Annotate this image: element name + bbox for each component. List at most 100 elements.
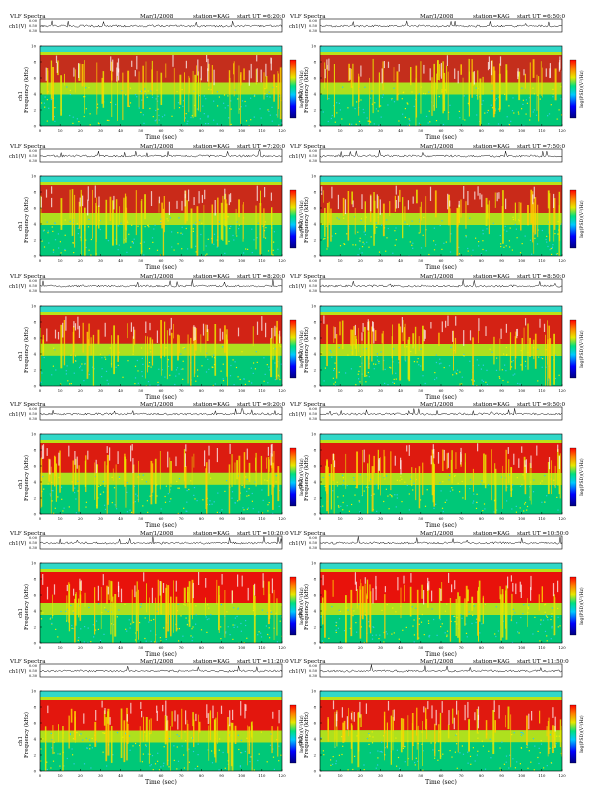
voltage-tick-label: 0.00 [29,664,38,668]
y-tick-label: 2 [34,496,37,501]
y-tick-label: 8 [34,577,37,582]
x-tick-label: 110 [258,773,266,778]
x-tick-label: 20 [78,128,83,133]
x-tick-label: 70 [179,645,184,650]
x-tick-label: 50 [418,388,423,393]
x-tick-label: 50 [418,128,423,133]
spectrogram-image [320,691,562,771]
x-tick-label: 90 [219,388,224,393]
x-tick-label: 40 [398,128,403,133]
x-tick-label: 20 [78,258,83,263]
x-axis-label: Time (sec) [425,394,457,401]
panel-header-station: station=KAG [473,274,510,280]
y-tick-label: 6 [314,464,317,469]
x-tick-label: 120 [278,773,286,778]
x-tick-label: 100 [518,773,526,778]
voltage-axis-label: ch1(V) [9,283,26,290]
voltage-trace-frame [319,406,563,421]
x-tick-label: 80 [199,388,204,393]
x-tick-label: 70 [179,128,184,133]
frequency-axis-label-ch: ch1 [18,608,24,618]
x-tick-label: 30 [378,258,383,263]
y-tick-label: 2 [314,753,317,758]
x-tick-label: 10 [338,773,343,778]
panel-header-date: Mar/1/2008 [140,659,174,665]
voltage-tick-label: 0.50 [309,669,318,673]
x-tick-label: 60 [159,773,164,778]
y-tick-label: 0 [314,124,317,129]
panel-header-start-time: start UT =11:50:0 [517,659,569,665]
x-tick-label: 60 [159,516,164,521]
voltage-tick-label: 0.50 [309,24,318,28]
voltage-tick-label: 0.50 [309,154,318,158]
spectrogram-image [320,176,562,256]
y-tick-label: 0 [314,641,317,646]
voltage-axis-label: ch1(V) [9,540,26,547]
voltage-tick-label: 0.00 [29,279,38,283]
x-tick-label: 10 [58,516,63,521]
frequency-axis-label-ch: ch1 [18,351,24,361]
spectrogram-yellow-band [320,344,562,356]
spectrogram-top-band [40,434,282,440]
x-tick-label: 20 [358,128,363,133]
x-tick-label: 0 [39,128,42,133]
colorbar-label: log(PSD)(V²/Hz) [298,715,305,753]
x-tick-label: 110 [538,773,546,778]
x-tick-label: 10 [338,516,343,521]
spectrogram-yellow-edge [40,52,282,55]
y-tick-label: 4 [34,352,37,357]
frequency-axis-label-ch: ch1 [18,221,24,231]
y-tick-label: 10 [311,174,316,179]
x-tick-label: 50 [138,258,143,263]
spectrogram-red-band [40,700,282,731]
x-tick-label: 30 [98,516,103,521]
x-tick-label: 40 [398,388,403,393]
spectrogram-yellow-edge [320,697,562,700]
spectrogram-yellow-edge [40,182,282,185]
x-tick-label: 20 [78,516,83,521]
panel-header-date: Mar/1/2008 [420,14,454,20]
x-tick-label: 20 [358,773,363,778]
panel-header-title: VLF Spectra [289,14,326,20]
x-tick-label: 0 [39,258,42,263]
y-tick-label: 8 [314,190,317,195]
y-tick-label: 10 [311,304,316,309]
x-tick-label: 80 [479,516,484,521]
x-tick-label: 80 [199,645,204,650]
panel-header-title: VLF Spectra [289,274,326,280]
x-tick-label: 10 [58,645,63,650]
panel-header-date: Mar/1/2008 [140,144,174,150]
y-tick-label: 2 [314,625,317,630]
x-tick-label: 40 [398,773,403,778]
x-tick-label: 110 [258,258,266,263]
x-tick-label: 60 [439,128,444,133]
panel-header-station: station=KAG [193,531,230,537]
y-tick-label: 6 [34,464,37,469]
x-tick-label: 100 [238,516,246,521]
y-tick-label: 6 [314,721,317,726]
x-tick-label: 100 [518,258,526,263]
voltage-trace-frame [319,663,563,678]
x-tick-label: 100 [518,645,526,650]
spectrogram-top-band [40,176,282,182]
spectrogram-panel: VLF Spectra Mar/1/2008 station=KAG start UT… [289,659,585,786]
y-tick-label: 6 [34,336,37,341]
spectrogram-top-band [320,434,562,440]
colorbar [289,447,297,507]
x-tick-label: 90 [499,128,504,133]
x-tick-label: 50 [418,773,423,778]
spectrogram-panel: VLF Spectra Mar/1/2008 station=KAG start UT… [9,144,305,271]
x-axis-label: Time (sec) [145,134,177,141]
y-tick-label: 2 [314,108,317,113]
panel-header-station: station=KAG [473,531,510,537]
y-tick-label: 0 [34,384,37,389]
colorbar [289,576,297,636]
x-tick-label: 80 [199,773,204,778]
y-tick-label: 0 [34,512,37,517]
spectrogram-panel: VLF Spectra Mar/1/2008 station=KAG start UT… [9,531,305,658]
frequency-axis-label-ch: ch1 [18,479,24,489]
y-tick-label: 0 [314,254,317,259]
colorbar-label: log(PSD)(V²/Hz) [298,330,305,368]
y-tick-label: 8 [34,320,37,325]
spectrogram-red-band [40,443,282,473]
